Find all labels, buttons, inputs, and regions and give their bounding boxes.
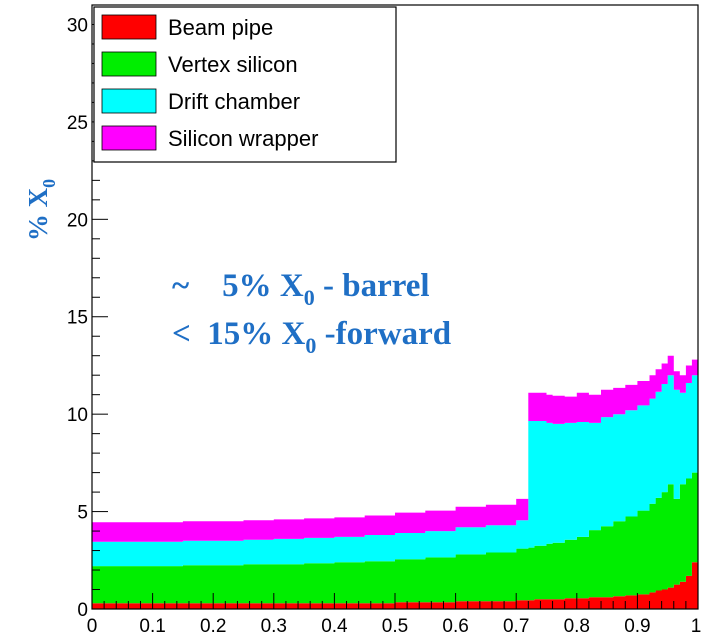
- legend-label-drift-chamber: Drift chamber: [168, 89, 300, 114]
- x-tick-label: 0.3: [261, 616, 287, 637]
- area-silicon-wrapper: [92, 355, 698, 542]
- annotation-barrel: ~ 5% X0 - barrel: [172, 268, 430, 310]
- x-axis-tick-labels: 0 0.1 0.2 0.3 0.4 0.5 0.6 0.7 0.8 0.9 1: [87, 616, 702, 637]
- x-tick-label: 1: [691, 616, 702, 637]
- annotation-forward-subscript: 0: [305, 333, 316, 358]
- legend-label-beam-pipe: Beam pipe: [168, 15, 273, 40]
- area-drift-chamber: [92, 375, 698, 567]
- legend-swatch-vertex-silicon: [101, 51, 157, 77]
- y-axis-label: % X0: [23, 179, 59, 241]
- y-axis-tick-labels: 0 5 10 15 20 25 30: [67, 15, 88, 621]
- x-tick-label: 0.9: [624, 616, 650, 637]
- x-tick-label: 0.1: [139, 616, 165, 637]
- x-tick-label: 0.4: [321, 616, 348, 637]
- y-tick-label: 5: [77, 503, 88, 524]
- x-axis-ticks: [91, 593, 699, 609]
- x-tick-label: 0.8: [564, 616, 590, 637]
- legend-swatch-drift-chamber: [101, 88, 157, 114]
- area-vertex-silicon: [92, 472, 698, 604]
- legend-label-vertex-silicon: Vertex silicon: [168, 52, 298, 77]
- annotation-forward: < 15% X0 -forward: [172, 316, 451, 358]
- x-tick-label: 0.7: [503, 616, 529, 637]
- annotation-barrel-subscript: 0: [304, 285, 315, 310]
- legend-label-silicon-wrapper: Silicon wrapper: [168, 126, 318, 151]
- x-tick-label: 0.6: [442, 616, 468, 637]
- y-tick-label: 15: [67, 308, 88, 329]
- y-tick-label: 0: [77, 600, 88, 621]
- legend: Beam pipe Vertex silicon Drift chamber S…: [93, 6, 397, 163]
- x-tick-label: 0: [87, 616, 98, 637]
- y-tick-label: 30: [67, 15, 88, 36]
- y-tick-label: 25: [67, 113, 88, 134]
- y-tick-label: 20: [67, 210, 88, 231]
- x-tick-label: 0.5: [382, 616, 408, 637]
- y-tick-label: 10: [67, 405, 88, 426]
- stacked-areas: [92, 355, 698, 609]
- legend-swatch-silicon-wrapper: [101, 125, 157, 151]
- y-axis-label-subscript: 0: [39, 179, 59, 188]
- legend-swatch-beam-pipe: [101, 14, 157, 40]
- x-tick-label: 0.2: [200, 616, 226, 637]
